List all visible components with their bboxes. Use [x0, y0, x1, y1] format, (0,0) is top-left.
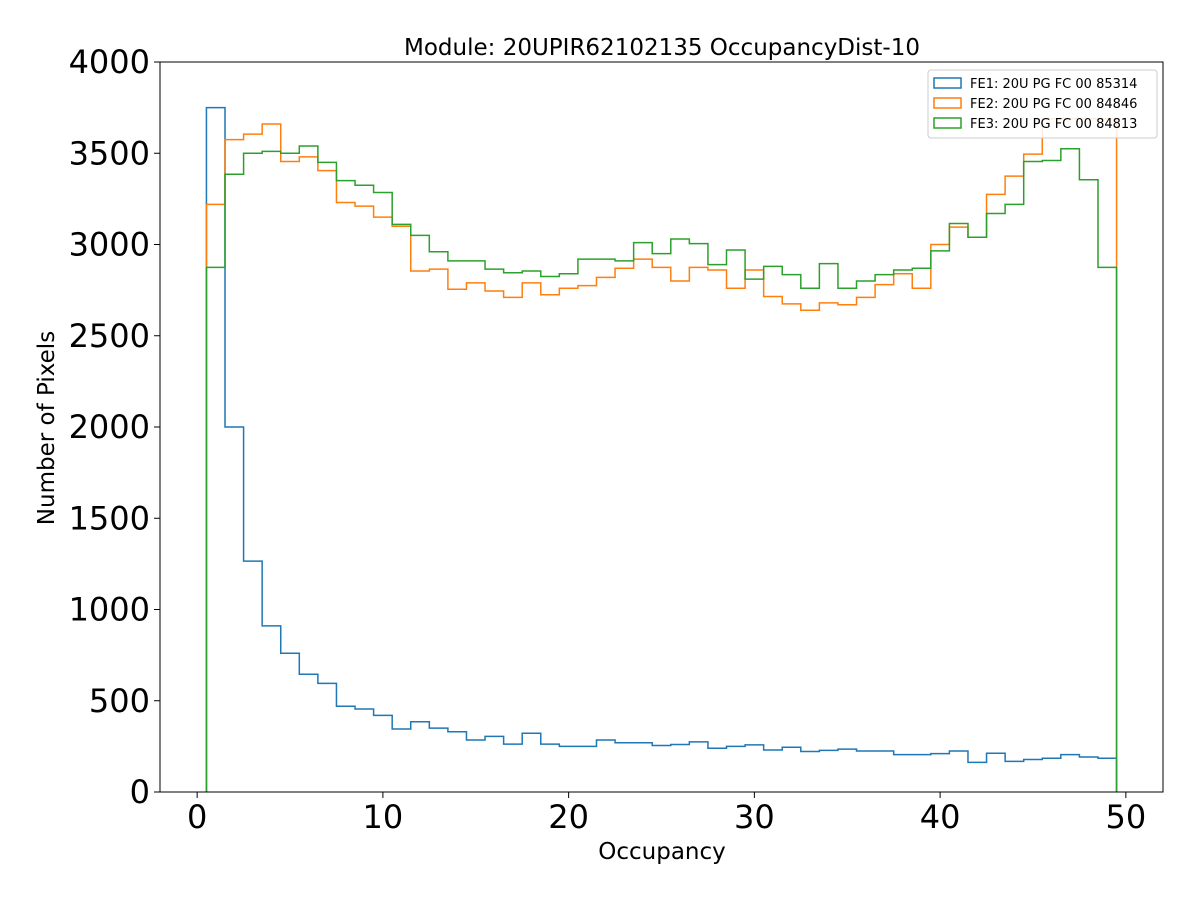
plot-frame	[159, 61, 1164, 793]
y-tick-label: 1500	[69, 499, 150, 537]
legend-box	[927, 69, 1158, 139]
legend-entry-1: FE1: 20U PG FC 00 85314	[970, 77, 1137, 92]
x-tick-label: 30	[734, 798, 775, 836]
y-tick-label: 3500	[69, 134, 150, 172]
y-axis-label: Number of Pixels	[34, 331, 60, 525]
x-tick-label: 0	[187, 798, 207, 836]
chart-title: Module: 20UPIR62102135 OccupancyDist-10	[404, 35, 920, 61]
x-tick-label: 50	[1105, 798, 1146, 836]
series-3-histogram-line	[205, 145, 1118, 792]
x-axis-ticks: 0 10 20 30 40 50	[187, 792, 1146, 836]
x-tick-label: 40	[920, 798, 961, 836]
series-1-histogram-line	[205, 106, 1118, 792]
x-axis-label: Occupancy	[598, 839, 726, 865]
legend-entry-3: FE3: 20U PG FC 00 84813	[970, 117, 1137, 132]
y-axis-ticks: 0 500 1000 1500 2000 2500 3000 3500 4000	[69, 43, 160, 811]
x-tick-label: 20	[548, 798, 589, 836]
y-tick-label: 4000	[69, 43, 150, 81]
series-2-histogram-line	[205, 117, 1118, 792]
legend-entry-2: FE2: 20U PG FC 00 84846	[970, 97, 1137, 112]
series-layer	[205, 106, 1118, 792]
y-tick-label: 2500	[69, 317, 150, 355]
y-tick-label: 2000	[69, 408, 150, 446]
legend-swatch-1	[933, 77, 962, 89]
y-tick-label: 3000	[69, 226, 150, 264]
x-tick-label: 10	[363, 798, 404, 836]
y-tick-label: 1000	[69, 591, 150, 629]
legend-swatch-2	[933, 97, 962, 109]
legend: FE1: 20U PG FC 00 85314 FE2: 20U PG FC 00…	[927, 69, 1158, 139]
y-tick-label: 0	[130, 773, 150, 811]
y-tick-label: 500	[89, 682, 150, 720]
legend-swatch-3	[933, 117, 962, 129]
